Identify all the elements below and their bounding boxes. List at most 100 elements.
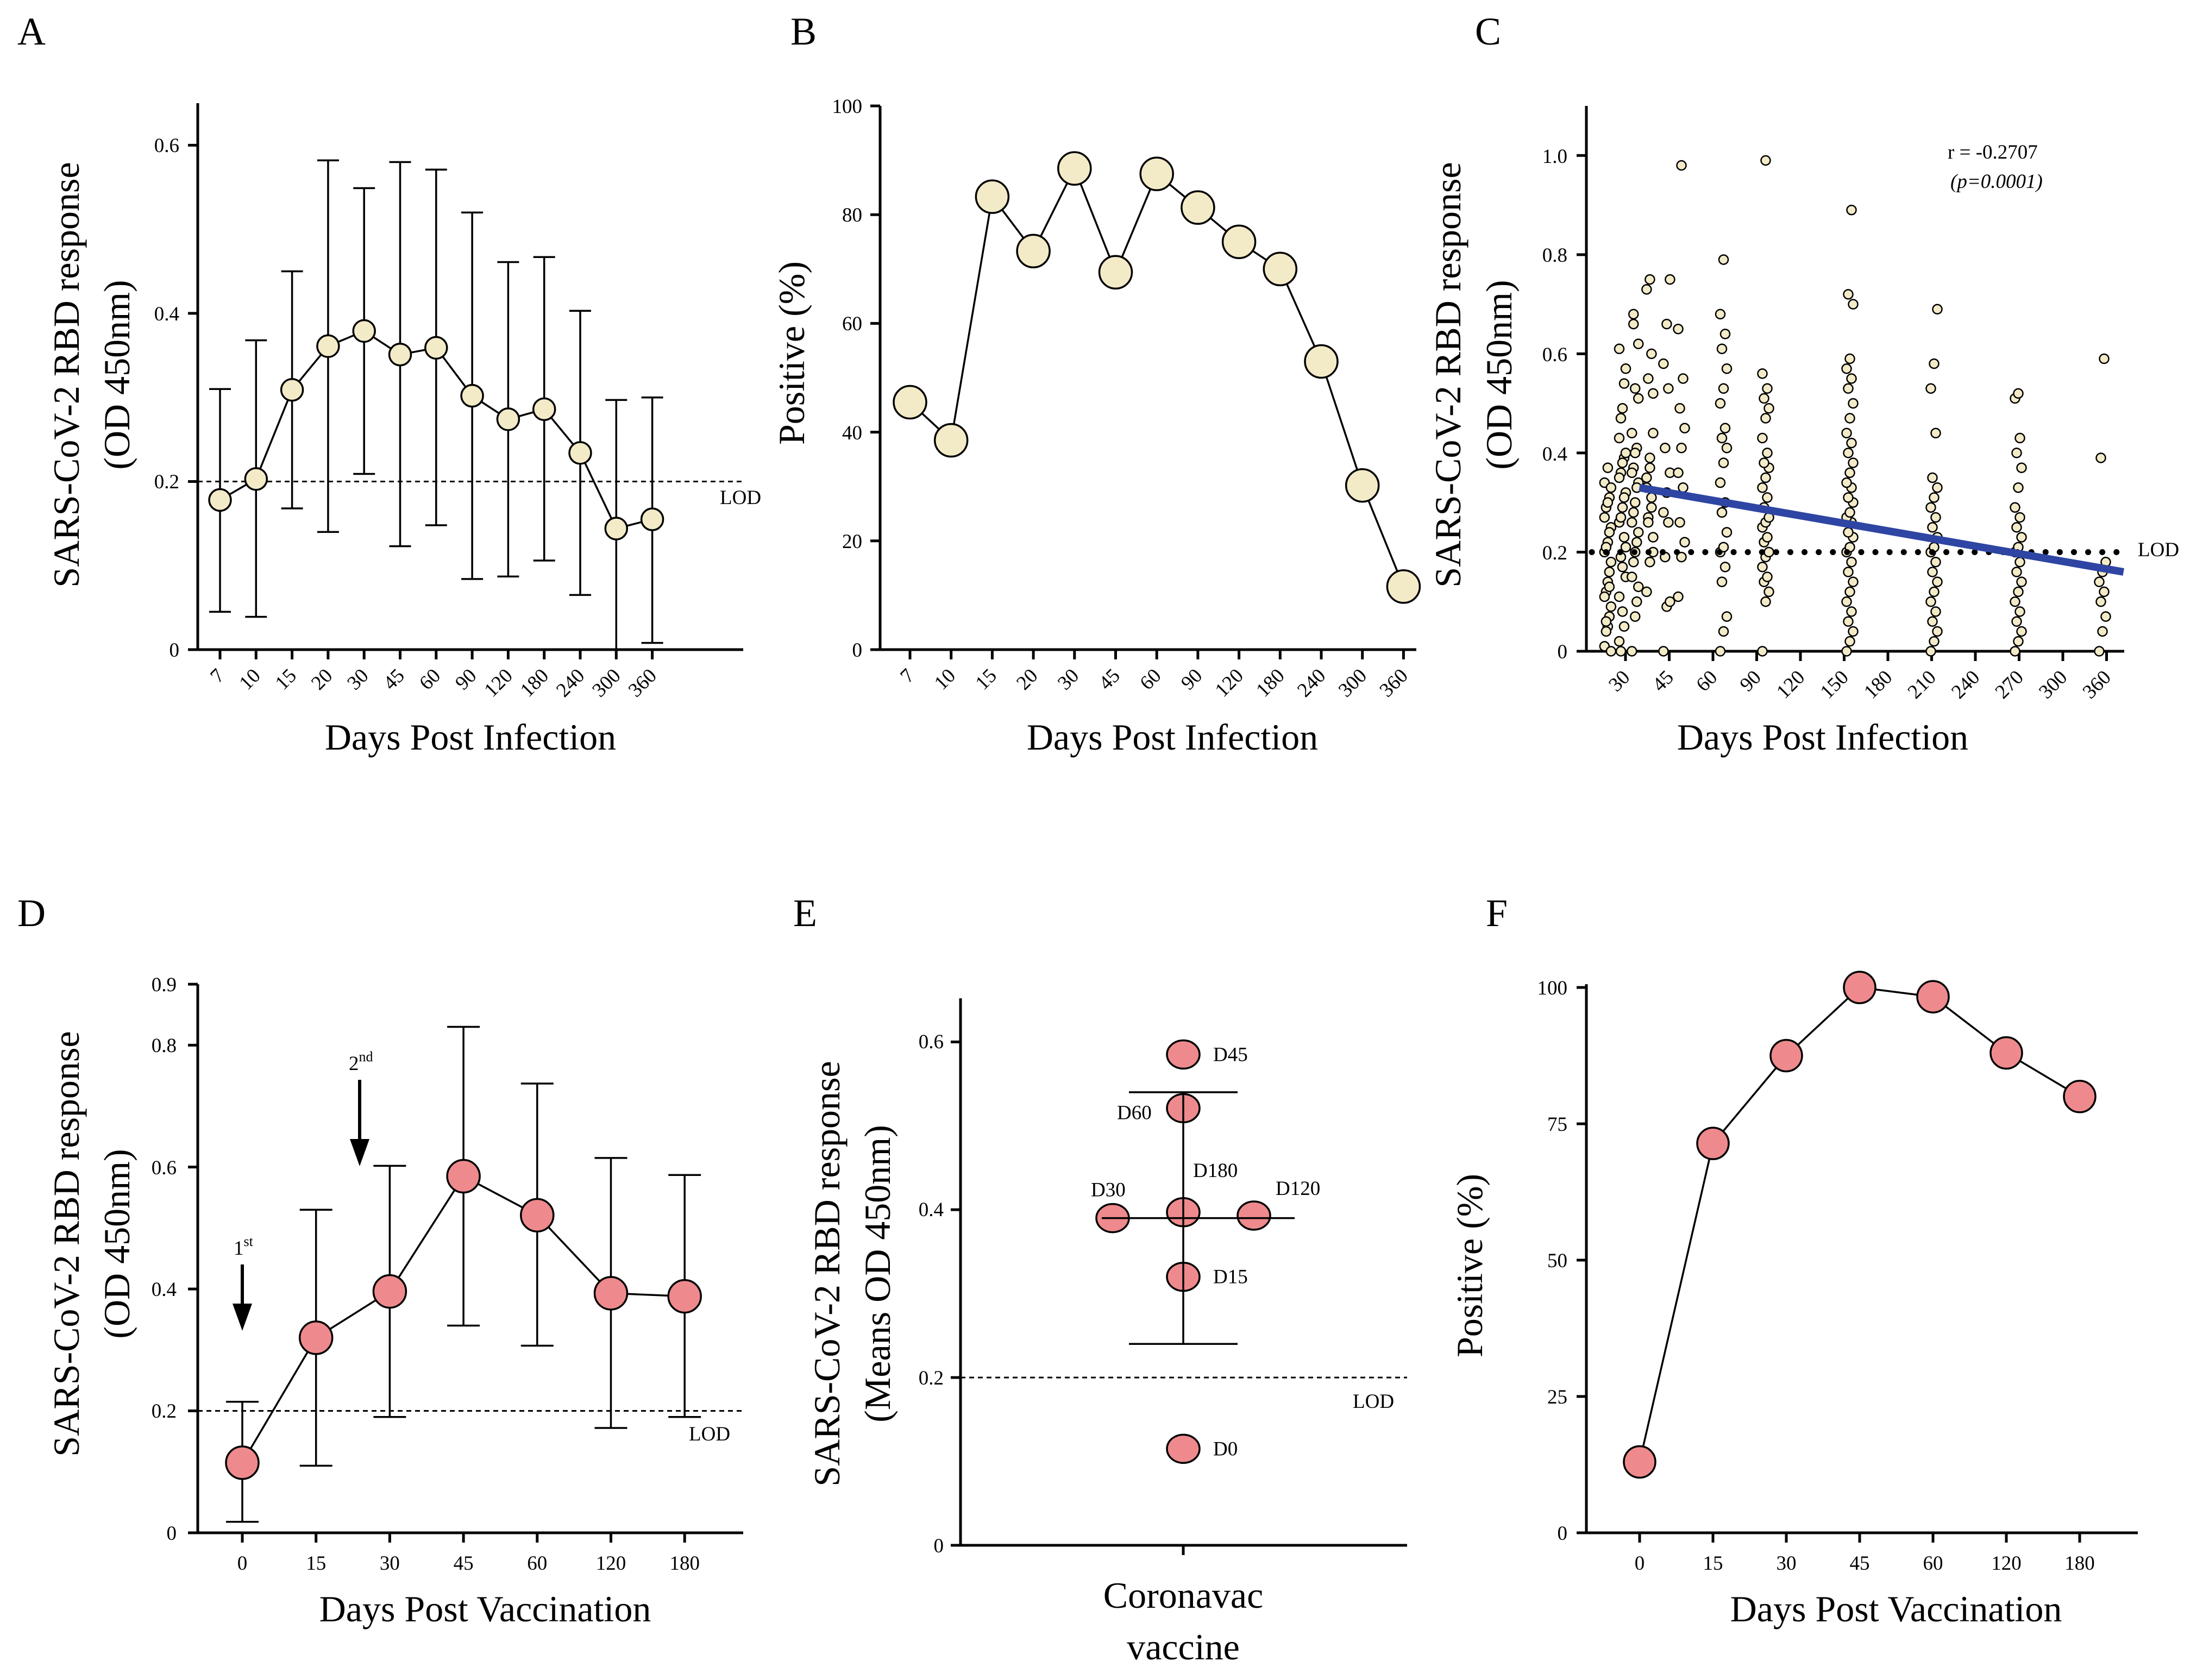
first-dose-label: 1st (234, 1234, 254, 1260)
y-ticks: 0 0.2 0.4 0.6 0.8 0.9 (152, 974, 177, 1545)
scatter-point (1614, 343, 1625, 354)
scatter-point (1633, 581, 1644, 593)
y-axis-title-line2: (OD 450nm) (96, 1149, 137, 1338)
scatter-point (1617, 562, 1628, 572)
x-tick-label: 0 (237, 1552, 248, 1575)
data-point (2063, 1080, 2097, 1113)
panel-f: F 0 25 50 75 100 0 15 30 45 60 120 180 Days Po… (1449, 891, 2138, 1629)
x-tick-label: 270 (1991, 666, 2028, 703)
scatter-point (1841, 596, 1852, 607)
scatter-point (1643, 517, 1654, 528)
data-point (316, 334, 340, 358)
x-tick-label: 15 (1703, 1552, 1723, 1575)
panel-b: B 0 20 40 60 80 100 7 10 15 20 30 45 60 90 120 18… (771, 10, 1421, 758)
scatter-point (1617, 502, 1628, 513)
second-dose-label: 2nd (349, 1049, 373, 1075)
scatter-point (2099, 353, 2110, 364)
scatter-point (1615, 512, 1627, 523)
panel-letter: D (17, 891, 46, 935)
scatter-point (1843, 492, 1854, 503)
scatter-point (1841, 427, 1852, 439)
data-point (208, 488, 232, 512)
scatter-point (1663, 517, 1674, 528)
x-tick-label: 360 (2079, 666, 2116, 703)
y-axis-title-line1: SARS-CoV-2 RBD response (806, 1061, 848, 1486)
x-tick-label: 45 (379, 664, 409, 694)
scatter-point (2014, 512, 2025, 523)
data-point (640, 507, 664, 531)
scatter-point (1631, 596, 1642, 607)
data-point (1057, 151, 1092, 186)
scatter-point (1841, 646, 1852, 657)
scatter-point (2016, 532, 2027, 543)
y-tick-label: 0.8 (1542, 244, 1567, 267)
x-tick-label: 120 (596, 1552, 626, 1575)
scatter-point (1760, 413, 1771, 424)
scatter-point (1673, 323, 1684, 335)
scatter-point (1718, 542, 1729, 553)
y-tick-label: 0.6 (154, 135, 179, 157)
scatter-point (2014, 606, 2025, 617)
scatter-point (2095, 596, 2106, 607)
scatter-point (1932, 576, 1943, 587)
lod-label: LOD (2138, 539, 2179, 561)
scatter-point (1604, 527, 1615, 538)
y-axis-title-line2: (Means OD 450nm) (857, 1125, 898, 1423)
data-point (1139, 156, 1174, 191)
y-tick-label: 0 (170, 639, 180, 662)
point-label: D180 (1193, 1160, 1238, 1182)
y-ticks: 0 0.2 0.4 0.6 (154, 135, 179, 662)
y-tick-label: 0.2 (1542, 542, 1567, 564)
scatter-point (1599, 591, 1610, 602)
scatter-point (1762, 448, 1773, 458)
scatter-point (1843, 383, 1854, 394)
y-axis-title-line2: (OD 450nm) (96, 280, 137, 469)
data-point (1989, 1036, 2023, 1070)
x-tick-label: 120 (1211, 664, 1248, 701)
scatter-point (2099, 586, 2110, 597)
scatter-point (2010, 596, 2020, 607)
scatter-point (1843, 289, 1854, 300)
scatter-point (1848, 398, 1859, 409)
scatter-point (1673, 467, 1684, 479)
scatter-point (1628, 507, 1639, 518)
y-tick-label: 1.0 (1542, 146, 1567, 168)
scatter-point (1620, 363, 1631, 374)
scatter-point (1605, 556, 1617, 568)
data-point (1166, 1433, 1201, 1464)
scatter-point (1929, 492, 1940, 503)
data-point (532, 397, 556, 421)
panel-letter: C (1475, 10, 1501, 53)
scatter-point (1601, 626, 1612, 637)
scatter-point (1718, 254, 1729, 265)
scatter-point (1602, 497, 1614, 508)
x-tick-label: 240 (552, 664, 589, 701)
panel-letter: B (790, 10, 817, 53)
scatter-point (1620, 448, 1631, 458)
lod-label: LOD (1353, 1390, 1394, 1413)
scatter-point (1844, 586, 1855, 597)
y-axis-title-line1: SARS-CoV-2 RBD response (1427, 162, 1468, 587)
x-tick-label: 45 (1648, 666, 1678, 696)
x-tick-label: 30 (343, 664, 373, 694)
y-axis-title-line2: (OD 450nm) (1478, 280, 1520, 469)
scatter-point (1641, 586, 1652, 597)
scatter-point (1757, 432, 1768, 444)
x-tick-labels: 30 45 60 90 120 150 180 210 240 270 300 360 (1604, 651, 2116, 703)
scatter-point (1614, 591, 1625, 602)
scatter-point (1646, 492, 1657, 503)
scatter-point (1641, 284, 1652, 295)
x-tick-label: 90 (451, 664, 481, 694)
scatter-point (1846, 204, 1857, 216)
scatter-point (1762, 571, 1773, 582)
x-tick-label: 30 (380, 1552, 400, 1575)
scatter-point (1715, 646, 1726, 657)
data-point (1016, 234, 1051, 269)
x-tick-labels: 0 15 30 45 60 120 180 (1635, 1533, 2095, 1575)
scatter-point (1648, 427, 1659, 439)
x-tick-label: 10 (930, 664, 960, 694)
scatter-point (1715, 309, 1726, 320)
scatter-point (1846, 437, 1857, 449)
y-tick-label: 100 (1537, 977, 1568, 999)
data-point (667, 1279, 702, 1314)
